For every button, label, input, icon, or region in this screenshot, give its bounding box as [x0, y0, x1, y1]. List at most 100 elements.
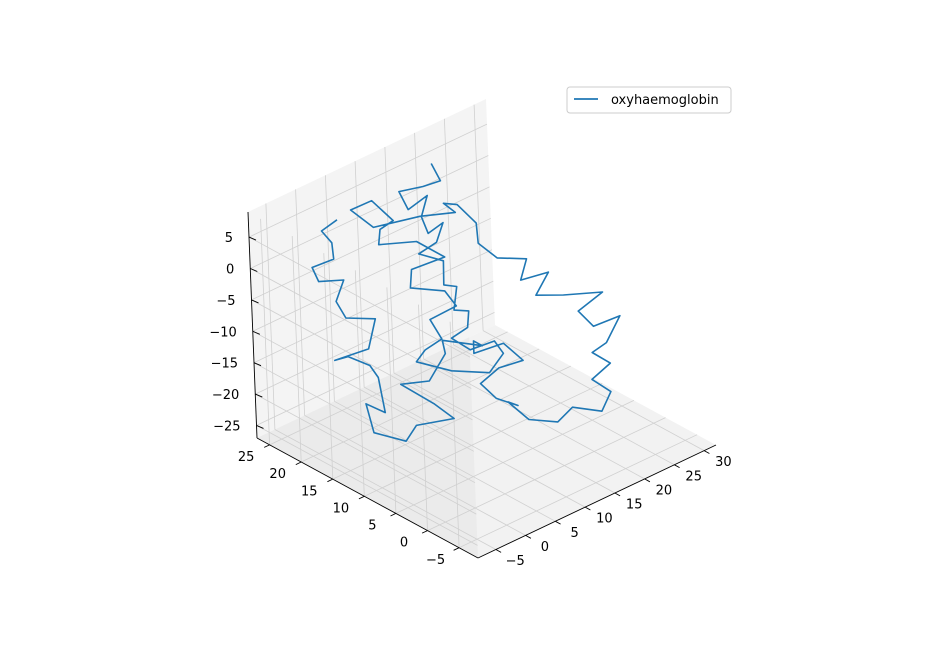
x-tick	[525, 535, 532, 539]
z-gridline-right	[256, 312, 495, 426]
data-series	[311, 163, 621, 443]
x-tick-label: 10	[596, 512, 613, 527]
x-gridline-floor	[423, 358, 645, 480]
x-gridline-wall	[473, 104, 484, 331]
y-tick-label: 15	[301, 484, 318, 499]
y-gridline-wall	[323, 253, 334, 480]
y-tick-label: 5	[368, 519, 376, 534]
x-tick	[703, 450, 710, 454]
y-gridline-wall	[291, 235, 302, 463]
x-axis-line	[477, 444, 717, 559]
z-tick	[250, 268, 258, 272]
y-gridline-wall	[449, 321, 460, 548]
grid-lines	[248, 104, 705, 550]
x-tick	[644, 478, 651, 483]
x-gridline-floor	[453, 344, 675, 466]
y-tick	[327, 478, 333, 483]
x-gridline-wall	[384, 146, 395, 374]
x-gridline-floor	[363, 386, 586, 508]
z-gridline-right	[248, 123, 488, 238]
y-gridline-floor	[427, 417, 666, 531]
x-tick-label: 5	[571, 526, 579, 541]
y-gridline-wall	[418, 304, 428, 531]
z-gridline-left	[256, 425, 478, 546]
z-gridline-left	[255, 393, 477, 515]
axis-lines	[247, 211, 717, 559]
y-gridline-floor	[269, 331, 508, 446]
z-tick	[253, 362, 262, 367]
y-gridline-wall	[260, 218, 270, 445]
x-gridline-floor	[482, 330, 705, 451]
y-tick-label: 0	[400, 536, 408, 551]
x-gridline-wall	[354, 161, 365, 388]
z-gridline-right	[251, 186, 490, 301]
z-gridline-right	[250, 155, 489, 269]
axis-panes	[248, 99, 716, 558]
x-gridline-wall	[414, 132, 424, 359]
z-gridline-right	[253, 249, 493, 364]
z-tick-label: 5	[225, 231, 233, 246]
x-gridline-floor	[274, 429, 497, 550]
y-gridline-wall	[386, 287, 397, 514]
z-gridline-left	[248, 236, 471, 358]
z-gridline-left	[250, 268, 472, 389]
x-gridline-wall	[325, 175, 335, 402]
x-tick	[614, 492, 621, 497]
y-tick	[453, 547, 460, 551]
y-tick-label: −5	[426, 553, 445, 568]
y-axis-line	[256, 437, 479, 559]
x-tick-label: 30	[715, 455, 732, 470]
z-gridline-right	[252, 217, 491, 332]
z-tick-label: −5	[216, 294, 235, 309]
x-gridline-wall	[295, 189, 305, 416]
y-tick-label: 10	[333, 501, 350, 516]
y-gridline-floor	[458, 434, 698, 549]
z-gridline-left	[252, 330, 474, 452]
series-line-oxyhaemoglobin	[311, 163, 621, 443]
z-tick	[256, 424, 264, 429]
x-gridline-wall	[444, 118, 454, 345]
y-tick	[264, 444, 270, 448]
x-tick-label: 25	[685, 469, 702, 484]
y-gridline-wall	[354, 270, 365, 497]
x-tick	[584, 506, 591, 511]
y-gridline-floor	[364, 382, 603, 497]
y-tick	[390, 512, 397, 517]
y-tick	[295, 461, 302, 466]
legend-frame	[566, 86, 732, 114]
x-tick	[495, 549, 502, 553]
tick-marks	[248, 236, 710, 553]
tick-labels: −5 0 5 10 15 20 25 30 −5 0 5 10 15 20 25 −25 −20 −15 −10 −5…	[209, 231, 731, 569]
x-gridline-floor	[393, 372, 616, 494]
z-axis-line	[247, 211, 258, 439]
x-gridline-wall	[265, 203, 276, 430]
y-tick-label: 20	[269, 467, 286, 482]
y-tick	[421, 530, 428, 534]
z-tick-label: −15	[211, 357, 238, 372]
z-tick-label: −25	[213, 419, 240, 434]
y-tick	[358, 495, 365, 500]
x-tick-label: 15	[626, 498, 643, 513]
y-gridline-floor	[395, 400, 635, 514]
y-gridline-floor	[332, 365, 571, 480]
y-tick-label: 25	[238, 450, 255, 465]
z-tick	[248, 236, 257, 241]
z-tick	[251, 299, 259, 304]
z-gridline-left	[251, 299, 473, 421]
x-tick-label: 20	[656, 483, 673, 498]
x-tick-label: 0	[541, 540, 549, 555]
z-tick-label: −10	[209, 325, 236, 340]
legend: oxyhaemoglobin	[566, 86, 732, 114]
x-tick-label: −5	[506, 554, 525, 569]
z-tick	[255, 393, 263, 398]
z-tick-label: −20	[212, 388, 239, 403]
z-tick	[252, 330, 260, 335]
x-tick	[555, 520, 561, 525]
z-gridline-right	[255, 280, 494, 395]
legend-label: oxyhaemoglobin	[611, 93, 719, 108]
z-tick-label: 0	[226, 263, 234, 278]
z-gridline-left	[253, 362, 476, 484]
x-tick	[674, 464, 680, 468]
x-gridline-floor	[304, 415, 526, 536]
